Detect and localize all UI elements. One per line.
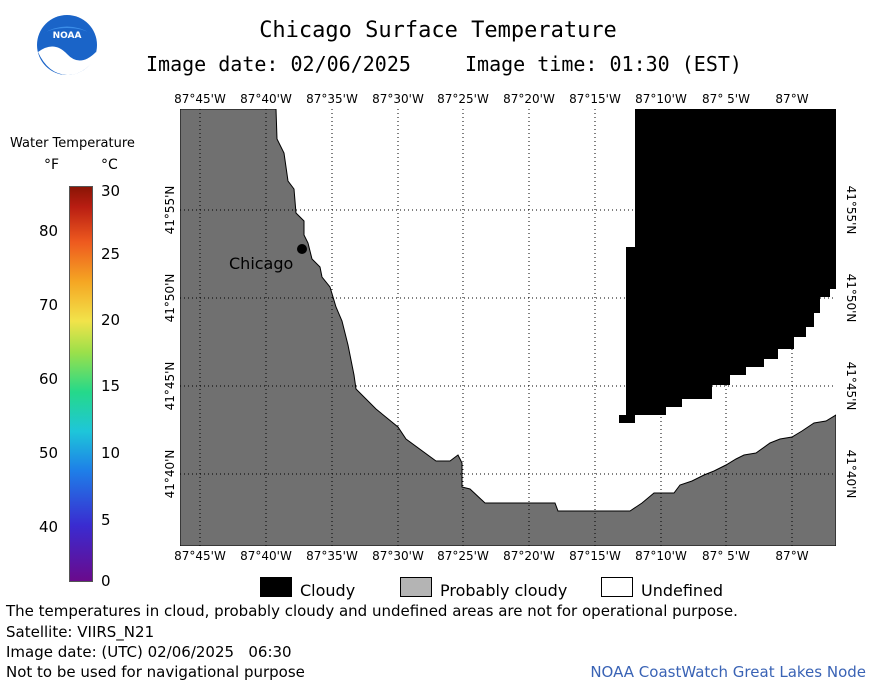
lon-label-top: 87°25'W: [437, 92, 489, 106]
key-undefined-swatch: [601, 577, 633, 597]
c-tick-20: 20: [101, 311, 121, 329]
lon-label-bottom: 87°40'W: [240, 549, 292, 563]
lon-label-top: 87°20'W: [503, 92, 555, 106]
lon-label-bottom: 87°35'W: [306, 549, 358, 563]
temperature-colorbar: [69, 186, 93, 582]
lon-label-bottom: 87°10'W: [635, 549, 687, 563]
c-tick-5: 5: [101, 511, 111, 529]
lon-label-bottom: 87°15'W: [569, 549, 621, 563]
c-tick-25: 25: [101, 245, 121, 263]
lat-label-left: 41°55'N: [163, 185, 177, 235]
lon-label-top: 87°35'W: [306, 92, 358, 106]
lon-label-bottom: 87°25'W: [437, 549, 489, 563]
lon-label-top: 87°45'W: [174, 92, 226, 106]
key-cloudy-label: Cloudy: [300, 581, 356, 600]
f-tick-40: 40: [39, 518, 59, 536]
cloud-region: [619, 109, 836, 423]
lon-label-bottom: 87°30'W: [372, 549, 424, 563]
lon-label-bottom: 87°20'W: [503, 549, 555, 563]
image-time: Image time: 01:30 (EST): [465, 52, 742, 76]
navigation-note: Not to be used for navigational purpose: [6, 663, 305, 681]
c-tick-30: 30: [101, 182, 121, 200]
c-tick-0: 0: [101, 572, 111, 590]
f-tick-80: 80: [39, 222, 59, 240]
chicago-label: Chicago: [229, 254, 293, 273]
lon-label-bottom: 87°W: [775, 549, 809, 563]
c-tick-10: 10: [101, 444, 121, 462]
credit-text: NOAA CoastWatch Great Lakes Node: [590, 663, 866, 681]
legend-title: Water Temperature: [10, 136, 135, 151]
f-tick-60: 60: [39, 370, 59, 388]
lon-label-bottom: 87° 5'W: [702, 549, 750, 563]
lat-label-right: 41°50'N: [844, 273, 858, 323]
lon-label-top: 87°30'W: [372, 92, 424, 106]
key-probably-cloudy-swatch: [400, 577, 432, 597]
lon-label-bottom: 87°45'W: [174, 549, 226, 563]
image-date: Image date: 02/06/2025: [146, 52, 411, 76]
utc-date-note: Image date: (UTC) 02/06/2025 06:30: [6, 643, 292, 661]
page-title: Chicago Surface Temperature: [259, 18, 617, 43]
lon-label-top: 87°40'W: [240, 92, 292, 106]
key-probably-cloudy-label: Probably cloudy: [440, 581, 568, 600]
f-tick-50: 50: [39, 444, 59, 462]
lat-label-left: 41°40'N: [163, 449, 177, 499]
lat-label-right: 41°45'N: [844, 361, 858, 411]
lon-label-top: 87°15'W: [569, 92, 621, 106]
c-tick-15: 15: [101, 377, 121, 395]
chicago-marker: [297, 244, 307, 254]
f-tick-70: 70: [39, 296, 59, 314]
lat-label-left: 41°50'N: [163, 273, 177, 323]
lat-label-right: 41°55'N: [844, 185, 858, 235]
land-region: [180, 109, 836, 546]
lat-label-right: 41°40'N: [844, 449, 858, 499]
unit-fahrenheit: °F: [44, 157, 60, 173]
lat-label-left: 41°45'N: [163, 361, 177, 411]
lon-label-top: 87° 5'W: [702, 92, 750, 106]
map-area: Chicago: [180, 109, 836, 546]
lon-label-top: 87°W: [775, 92, 809, 106]
logo-text: NOAA: [53, 31, 82, 41]
noaa-logo: NOAA: [37, 15, 97, 76]
graticule: [180, 109, 836, 546]
lon-label-top: 87°10'W: [635, 92, 687, 106]
key-cloudy-swatch: [260, 577, 292, 597]
unit-celsius: °C: [101, 157, 118, 173]
key-undefined-label: Undefined: [641, 581, 724, 600]
disclaimer-note: The temperatures in cloud, probably clou…: [6, 602, 738, 620]
satellite-note: Satellite: VIIRS_N21: [6, 623, 155, 641]
